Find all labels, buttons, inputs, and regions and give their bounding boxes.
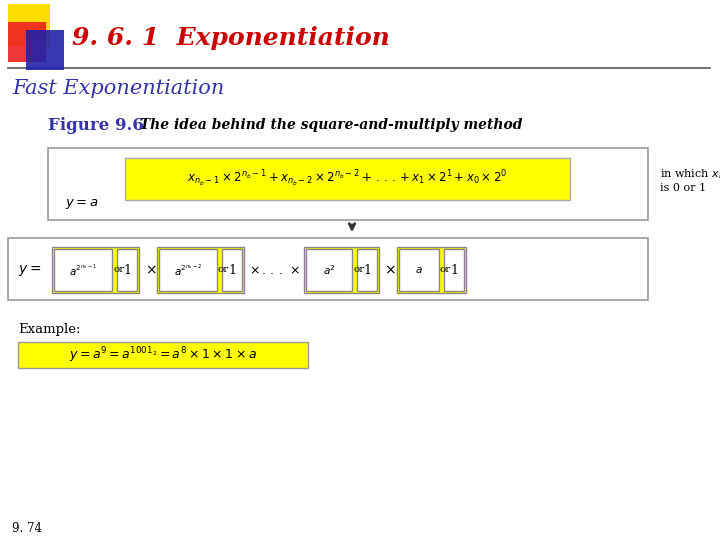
- Text: 1: 1: [123, 264, 131, 276]
- Text: $y = a^9 = a^{1001_2} = a^8 \times 1 \times 1 \times a$: $y = a^9 = a^{1001_2} = a^8 \times 1 \ti…: [69, 345, 257, 365]
- Bar: [8, 22, 46, 62]
- Text: 9. 74: 9. 74: [12, 522, 42, 535]
- Text: 1: 1: [228, 264, 236, 276]
- Bar: [52, 247, 139, 293]
- Bar: [8, 238, 648, 300]
- Bar: [399, 249, 439, 291]
- Text: Fast Exponentiation: Fast Exponentiation: [12, 78, 225, 98]
- Text: $y = a$: $y = a$: [65, 197, 99, 211]
- Text: $a$: $a$: [415, 265, 423, 275]
- Bar: [54, 249, 112, 291]
- Text: $a^{2^{n_b-1}}$: $a^{2^{n_b-1}}$: [69, 262, 97, 278]
- Text: $y =$: $y =$: [18, 262, 41, 278]
- Text: $x_{n_b-1} \times 2^{n_b-1} + x_{n_b-2} \times 2^{n_b-2} + \,.\,.\,.+ x_1 \times: $x_{n_b-1} \times 2^{n_b-1} + x_{n_b-2} …: [187, 169, 507, 189]
- Text: $\times$: $\times$: [384, 263, 396, 277]
- Bar: [117, 249, 137, 291]
- Bar: [159, 249, 217, 291]
- Text: $\times$: $\times$: [145, 263, 157, 277]
- Text: 9. 6. 1  Exponentiation: 9. 6. 1 Exponentiation: [72, 26, 390, 50]
- Text: or: or: [113, 266, 125, 274]
- Text: or: or: [218, 266, 229, 274]
- Bar: [357, 249, 377, 291]
- Text: $a^{2^{n_b-2}}$: $a^{2^{n_b-2}}$: [174, 262, 202, 278]
- Text: is 0 or 1: is 0 or 1: [660, 183, 706, 193]
- Text: or: or: [353, 266, 364, 274]
- Bar: [222, 249, 242, 291]
- Text: Figure 9.6: Figure 9.6: [48, 117, 144, 133]
- Bar: [48, 148, 648, 220]
- Text: $\times\,.\,.\,.\,\times$: $\times\,.\,.\,.\,\times$: [249, 264, 300, 276]
- Bar: [304, 247, 379, 293]
- Bar: [397, 247, 466, 293]
- Bar: [125, 158, 570, 200]
- Text: The idea behind the square-and-multiply method: The idea behind the square-and-multiply …: [130, 118, 523, 132]
- Text: or: or: [440, 266, 451, 274]
- Bar: [8, 4, 50, 46]
- Bar: [26, 30, 64, 70]
- Text: $a^2$: $a^2$: [323, 263, 336, 277]
- Text: 1: 1: [450, 264, 458, 276]
- Bar: [444, 249, 464, 291]
- Bar: [306, 249, 352, 291]
- Bar: [18, 342, 308, 368]
- Text: 1: 1: [363, 264, 371, 276]
- Text: in which $x_i$: in which $x_i$: [660, 167, 720, 181]
- Bar: [157, 247, 244, 293]
- Text: Example:: Example:: [18, 323, 81, 336]
